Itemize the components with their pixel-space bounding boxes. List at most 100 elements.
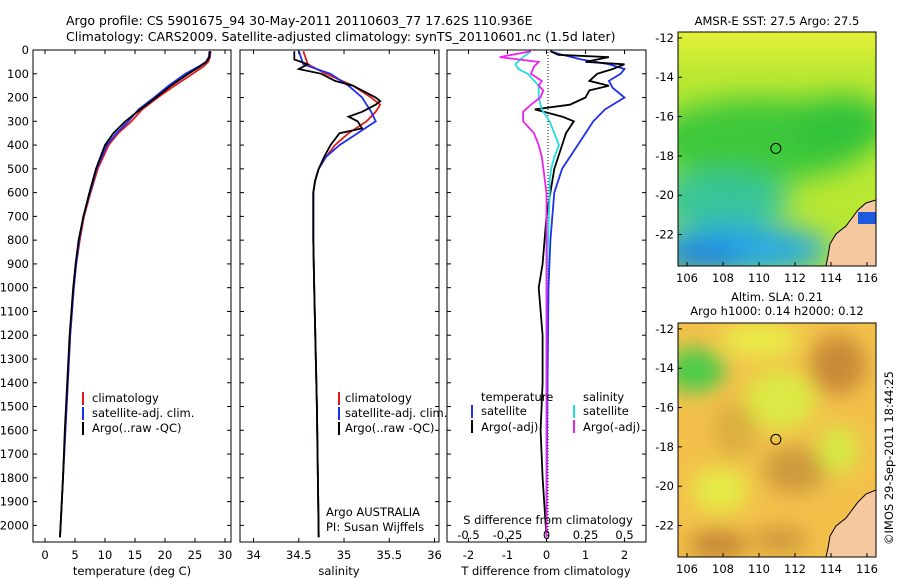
- x-tick-label: 0: [543, 548, 550, 562]
- lat-tick-label: -12: [655, 322, 674, 336]
- sla-low-patch: [720, 323, 800, 358]
- legend-satellite: satellite-adj. clim.: [92, 406, 194, 420]
- header-line-1: Argo profile: CS 5901675_94 30-May-2011 …: [66, 13, 533, 28]
- depth-tick-label: 1600: [0, 423, 29, 437]
- lon-tick-label: 114: [820, 271, 842, 285]
- x-tick-label: 10: [98, 548, 113, 562]
- depth-tick-label: 1900: [0, 495, 29, 509]
- s-tick-label: -0.25: [493, 528, 523, 542]
- depth-tick-label: 500: [7, 162, 29, 176]
- pi-note: PI: Susan Wijffels: [326, 520, 424, 534]
- lat-tick-label: -22: [655, 228, 674, 242]
- lon-tick-label: 114: [820, 562, 842, 576]
- argo-program-note: Argo AUSTRALIA: [326, 505, 420, 519]
- t-difference-ticks: -2 -1 0 1 2: [463, 50, 628, 562]
- sst-field: [678, 32, 876, 266]
- sst-cold-patch: [678, 243, 740, 266]
- s-difference-xlabel: S difference from climatology: [463, 513, 633, 527]
- sst-warm-band: [678, 32, 876, 55]
- s-tick-label: 0: [543, 528, 550, 542]
- sla-high-patch: [810, 335, 866, 395]
- depth-tick-label: 100: [7, 67, 29, 81]
- legend-satellite: satellite-adj. clim.: [345, 406, 447, 420]
- sla-high-patch: [752, 526, 808, 554]
- lon-tick-label: 116: [856, 562, 878, 576]
- s-tick-label: -0.5: [457, 528, 479, 542]
- s-tick-label: 0.5: [615, 528, 633, 542]
- legend-argo: Argo(..raw -QC): [92, 421, 182, 435]
- salinity-x-ticks: 34 34.5 35 35.5 36: [246, 50, 442, 562]
- difference-panel: -2 -1 0 1 2 -0.5 -0.25 0 0.25 0.5 S difference f…: [446, 49, 647, 578]
- sla-field: [678, 323, 876, 557]
- argo-location-marker: [770, 433, 782, 445]
- depth-tick-label: 1400: [0, 376, 29, 390]
- sst-map: 106 108 110 112 114 116 -12 -14 -16 -18 -20 -22: [655, 31, 878, 285]
- depth-tick-label: 1300: [0, 352, 29, 366]
- legend-t-argo: Argo(-adj): [481, 420, 538, 434]
- s-difference-ticks: -0.5 -0.25 0 0.25 0.5: [457, 528, 633, 542]
- x-tick-label: 36: [427, 548, 442, 562]
- x-tick-label: 25: [188, 548, 203, 562]
- lon-tick-label: 108: [712, 562, 734, 576]
- sla-low-patch: [818, 426, 858, 474]
- s-satellite-diff-line: [514, 50, 560, 538]
- sla-lon-ticks: 106 108 110 112 114 116: [676, 553, 878, 576]
- x-tick-label: -2: [463, 548, 474, 562]
- salinity-axes-frame: [239, 49, 440, 543]
- x-tick-label: 2: [621, 548, 628, 562]
- temperature-xlabel: temperature (deg C): [73, 564, 191, 578]
- argo-line: [293, 51, 382, 538]
- sla-map-title: Altim. SLA: 0.21: [731, 290, 823, 304]
- s-argo-diff-line: [499, 50, 548, 538]
- y-tick-marks: [447, 49, 646, 526]
- depth-tick-label: 2000: [0, 518, 29, 532]
- legend-climatology: climatology: [92, 391, 159, 405]
- depth-tick-label: 300: [7, 114, 29, 128]
- x-tick-label: 30: [218, 548, 233, 562]
- depth-tick-label: 800: [7, 233, 29, 247]
- sst-teal-patch: [678, 172, 790, 228]
- temperature-panel: 0 5 10 15 20 25 30 0 100 200 300 400 500 600 700 800 90…: [0, 43, 232, 578]
- t-difference-xlabel: T difference from climatology: [460, 564, 631, 578]
- legend-temperature-heading: temperature: [481, 390, 553, 404]
- legend-t-satellite: satellite: [481, 404, 527, 418]
- y-tick-marks: [33, 49, 231, 526]
- sla-lat-ticks: -12 -14 -16 -18 -20 -22: [655, 322, 682, 533]
- sst-coastal-cold: [858, 212, 876, 224]
- difference-legend: temperature satellite Argo(-adj) salinit…: [471, 390, 640, 434]
- sla-green-patch: [678, 348, 725, 392]
- sst-blue-patch: [678, 225, 830, 266]
- t-satellite-diff-line: [545, 50, 627, 538]
- header-line-2: Climatology: CARS2009. Satellite-adjuste…: [66, 29, 616, 44]
- difference-lines: [499, 50, 627, 538]
- sla-mid-patch: [713, 402, 757, 458]
- lon-tick-label: 108: [712, 271, 734, 285]
- s-tick-label: 0.25: [573, 528, 599, 542]
- depth-tick-label: 400: [7, 138, 29, 152]
- salinity-lines: [293, 50, 382, 538]
- sst-lon-ticks: 106 108 110 112 114 116: [676, 262, 878, 285]
- sst-map-frame: [677, 31, 877, 267]
- lon-tick-label: 110: [748, 562, 770, 576]
- depth-tick-label: 1200: [0, 328, 29, 342]
- x-tick-label: 15: [128, 548, 143, 562]
- y-tick-marks: [240, 49, 439, 526]
- depth-tick-label: 1500: [0, 400, 29, 414]
- x-tick-label: 34.5: [286, 548, 312, 562]
- temperature-lines: [59, 51, 212, 538]
- lon-tick-label: 106: [676, 271, 698, 285]
- x-tick-label: 20: [158, 548, 173, 562]
- legend-salinity-heading: salinity: [583, 390, 624, 404]
- legend-climatology: climatology: [345, 391, 412, 405]
- x-tick-label: 5: [71, 548, 78, 562]
- lon-tick-label: 110: [748, 271, 770, 285]
- sla-map: 106 108 110 112 114 116 -12 -14 -16 -18 -20 -22: [655, 322, 878, 576]
- sla-high-patch: [688, 530, 748, 557]
- x-tick-label: 0: [41, 548, 48, 562]
- depth-ticks: 0 100 200 300 400 500 600 700 800 900 1000 1100 1200…: [0, 43, 29, 532]
- sst-patches: [678, 32, 876, 266]
- sla-map-frame: [677, 322, 877, 558]
- depth-tick-label: 700: [7, 209, 29, 223]
- lat-tick-label: -16: [655, 110, 674, 124]
